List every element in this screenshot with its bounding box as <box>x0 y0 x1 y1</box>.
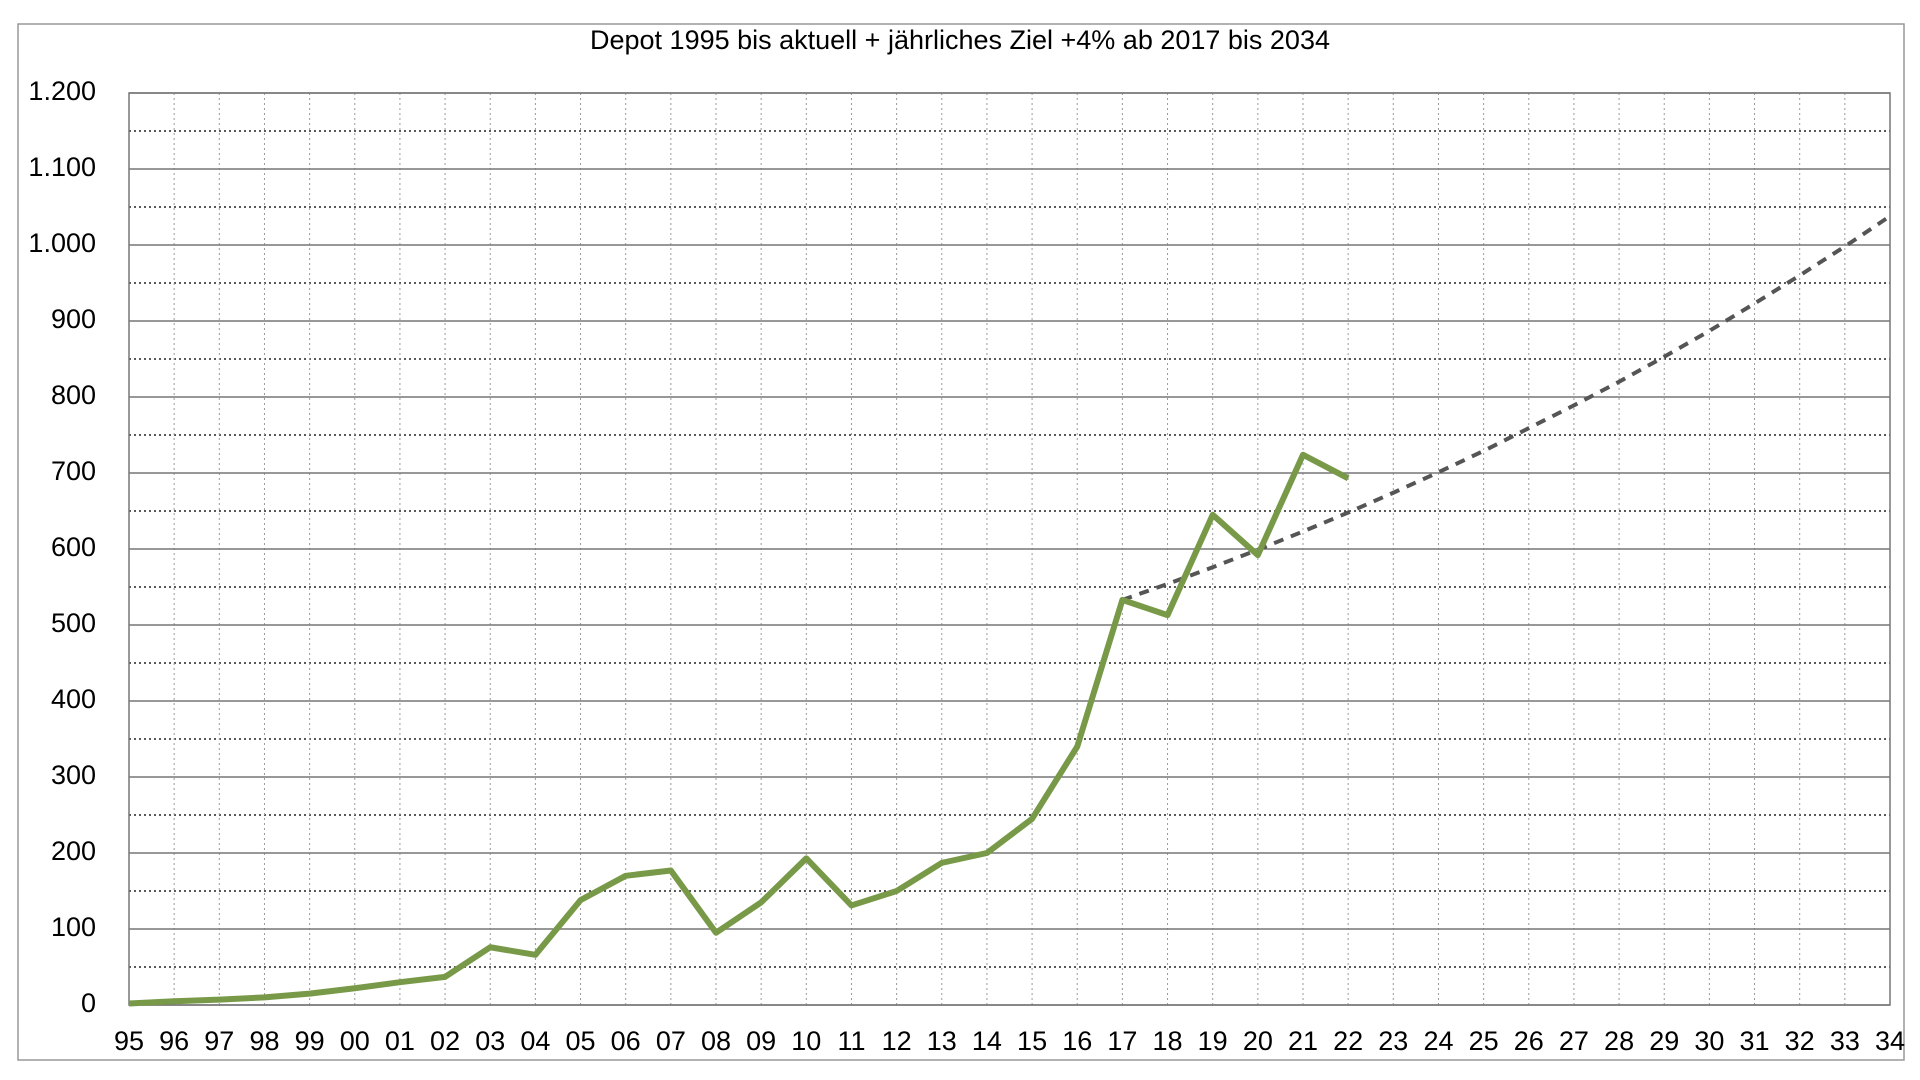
x-tick-label: 26 <box>1514 1026 1544 1056</box>
y-tick-label: 500 <box>51 608 96 638</box>
y-tick-label: 300 <box>51 760 96 790</box>
x-tick-label: 00 <box>340 1026 370 1056</box>
x-tick-label: 25 <box>1469 1026 1499 1056</box>
x-tick-label: 01 <box>385 1026 415 1056</box>
plot-frame <box>128 92 1891 1006</box>
x-tick-label: 20 <box>1243 1026 1273 1056</box>
y-tick-label: 600 <box>51 532 96 562</box>
x-tick-label: 28 <box>1604 1026 1634 1056</box>
y-tick-label: 800 <box>51 380 96 410</box>
x-tick-label: 95 <box>114 1026 144 1056</box>
x-tick-label: 33 <box>1830 1026 1860 1056</box>
x-tick-label: 12 <box>882 1026 912 1056</box>
x-tick-label: 24 <box>1423 1026 1453 1056</box>
x-tick-label: 05 <box>566 1026 596 1056</box>
y-tick-label: 1.000 <box>28 228 96 258</box>
x-tick-label: 99 <box>295 1026 325 1056</box>
y-tick-label: 1.200 <box>28 76 96 106</box>
x-tick-label: 08 <box>701 1026 731 1056</box>
y-tick-label: 900 <box>51 304 96 334</box>
x-tick-label: 31 <box>1740 1026 1770 1056</box>
y-tick-label: 700 <box>51 456 96 486</box>
x-tick-label: 02 <box>430 1026 460 1056</box>
x-tick-label: 07 <box>656 1026 686 1056</box>
x-tick-label: 34 <box>1875 1026 1905 1056</box>
x-tick-label: 27 <box>1559 1026 1589 1056</box>
x-tick-label: 17 <box>1107 1026 1137 1056</box>
x-tick-label: 19 <box>1198 1026 1228 1056</box>
y-tick-label: 1.100 <box>28 152 96 182</box>
x-tick-label: 30 <box>1694 1026 1724 1056</box>
y-tick-label: 400 <box>51 684 96 714</box>
x-tick-label: 23 <box>1378 1026 1408 1056</box>
x-tick-label: 21 <box>1288 1026 1318 1056</box>
x-tick-label: 32 <box>1785 1026 1815 1056</box>
y-tick-label: 100 <box>51 912 96 942</box>
x-tick-label: 16 <box>1062 1026 1092 1056</box>
x-tick-label: 98 <box>249 1026 279 1056</box>
x-tick-label: 29 <box>1649 1026 1679 1056</box>
x-tick-label: 18 <box>1153 1026 1183 1056</box>
data-line <box>1121 214 1892 602</box>
x-tick-label: 10 <box>791 1026 821 1056</box>
x-tick-label: 96 <box>159 1026 189 1056</box>
y-tick-label: 0 <box>81 988 96 1018</box>
x-tick-label: 09 <box>746 1026 776 1056</box>
x-tick-label: 15 <box>1017 1026 1047 1056</box>
x-tick-label: 97 <box>204 1026 234 1056</box>
x-tick-label: 22 <box>1333 1026 1363 1056</box>
x-tick-label: 06 <box>611 1026 641 1056</box>
x-tick-label: 13 <box>927 1026 957 1056</box>
x-tick-label: 11 <box>837 1026 865 1056</box>
x-tick-label: 04 <box>520 1026 550 1056</box>
x-tick-label: 03 <box>475 1026 505 1056</box>
chart-border <box>17 23 1905 1061</box>
x-tick-label: 14 <box>972 1026 1002 1056</box>
data-line <box>128 451 1350 1007</box>
chart-title: Depot 1995 bis aktuell + jährliches Ziel… <box>590 25 1330 55</box>
y-tick-label: 200 <box>51 836 96 866</box>
